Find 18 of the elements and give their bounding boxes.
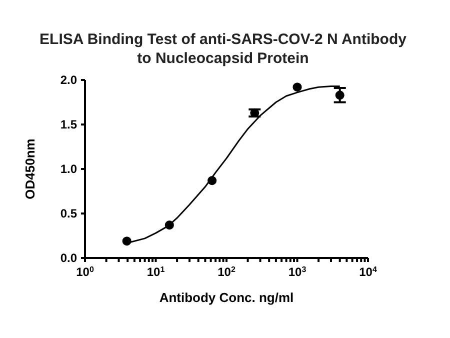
x-tick-label: 10$^{1}$ (146, 264, 166, 279)
x-tick-label: 10$^{4}$ (359, 264, 378, 279)
y-tick-label: 2.0 (60, 73, 78, 87)
y-tick-label: 1.5 (60, 118, 78, 132)
point (208, 176, 217, 186)
y-axis-title: OD450nm (22, 138, 38, 200)
x-axis-title: Antibody Conc. ng/ml (159, 290, 294, 305)
x-tick-label: 10$^{3}$ (288, 264, 307, 279)
y-tick-label: 0.0 (60, 251, 78, 265)
point (164, 220, 174, 230)
chart-title: ELISA Binding Test of anti-SARS-COV-2 N Antibody to Nucleocapsid Protein (38, 30, 408, 68)
y-tick-label: 1.0 (60, 162, 78, 176)
y-tick-label: 0.5 (60, 206, 78, 220)
point (122, 236, 132, 246)
x-tick-label: 10$^{0}$ (76, 264, 94, 279)
point (292, 82, 302, 92)
x-tick-label: 10$^{2}$ (218, 264, 236, 279)
point (335, 90, 344, 100)
